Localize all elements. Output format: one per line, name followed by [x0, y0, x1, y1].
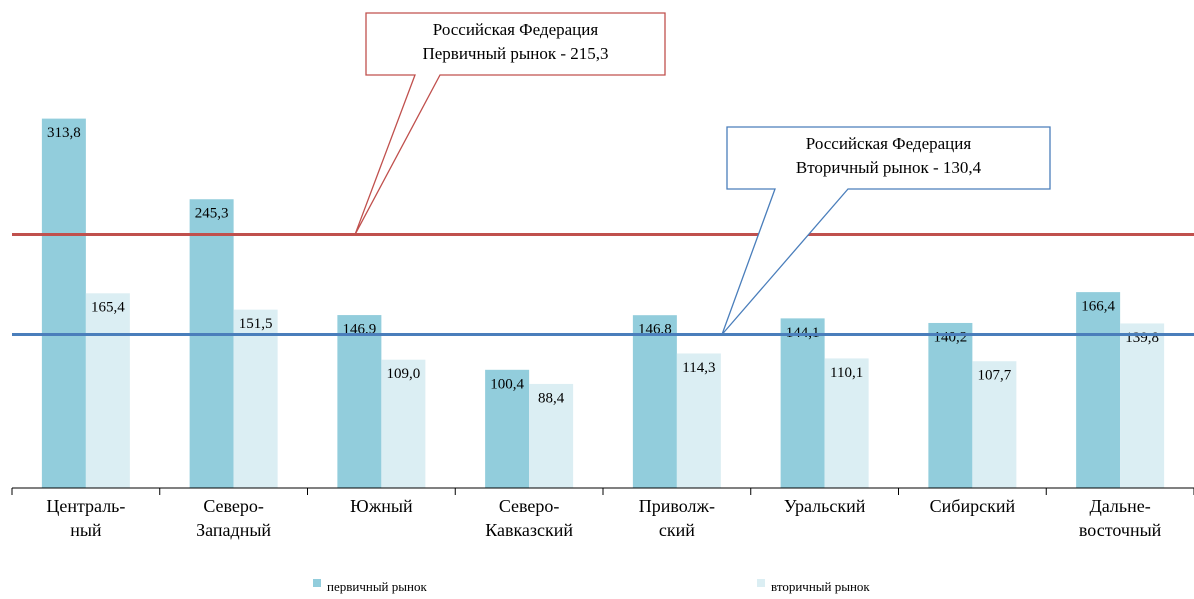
callout	[354, 12, 666, 235]
x-tick-label: Кавказский	[485, 520, 573, 540]
bar	[824, 358, 869, 488]
bar	[41, 118, 86, 488]
bar	[780, 318, 825, 488]
value-label: 100,4	[490, 376, 524, 392]
x-tick-label: Приволж-	[639, 496, 715, 516]
callout-text: Российская Федерация	[433, 20, 599, 39]
bar	[189, 199, 234, 488]
bar	[529, 383, 574, 488]
value-label: 139,8	[1125, 330, 1159, 346]
value-label: 107,7	[978, 368, 1012, 384]
x-tick-label: ный	[70, 520, 102, 540]
x-tick-label: Западный	[196, 520, 271, 540]
legend-swatch	[757, 579, 765, 587]
bar	[381, 359, 426, 488]
value-label: 88,4	[538, 390, 565, 406]
bar	[972, 361, 1017, 488]
x-tick-label: Централь-	[46, 496, 125, 516]
callout-text: Российская Федерация	[806, 134, 972, 153]
bar	[337, 315, 382, 488]
bar	[676, 353, 721, 488]
callout-text: Вторичный рынок - 130,4	[796, 158, 982, 177]
x-tick-label: Сибирский	[930, 496, 1016, 516]
legend-swatch	[313, 579, 321, 587]
x-tick-label: Северо-	[499, 496, 560, 516]
value-label: 110,1	[830, 365, 863, 381]
callout	[721, 126, 1051, 335]
value-label: 245,3	[195, 206, 229, 222]
x-tick-label: Южный	[350, 496, 413, 516]
bar	[928, 322, 973, 488]
value-label: 144,1	[786, 325, 820, 341]
legend-label: вторичный рынок	[771, 579, 870, 594]
bar	[485, 369, 530, 488]
value-label: 166,4	[1081, 299, 1115, 315]
value-label: 165,4	[91, 300, 125, 316]
bar	[1120, 323, 1165, 488]
value-label: 140,2	[934, 329, 968, 345]
bar	[233, 309, 278, 488]
x-tick-label: ский	[659, 520, 695, 540]
value-label: 114,3	[682, 360, 715, 376]
value-label: 151,5	[239, 316, 273, 332]
x-tick-label: Уральский	[784, 496, 866, 516]
bar	[1076, 292, 1121, 488]
value-label: 109,0	[387, 366, 421, 382]
bar	[632, 315, 677, 488]
x-tick-label: Дальне-	[1090, 496, 1151, 516]
bar	[85, 293, 130, 488]
legend-label: первичный рынок	[327, 579, 427, 594]
x-tick-label: Северо-	[203, 496, 264, 516]
x-tick-label: восточный	[1079, 520, 1162, 540]
value-label: 313,8	[47, 125, 81, 141]
callout-text: Первичный рынок - 215,3	[422, 44, 608, 63]
